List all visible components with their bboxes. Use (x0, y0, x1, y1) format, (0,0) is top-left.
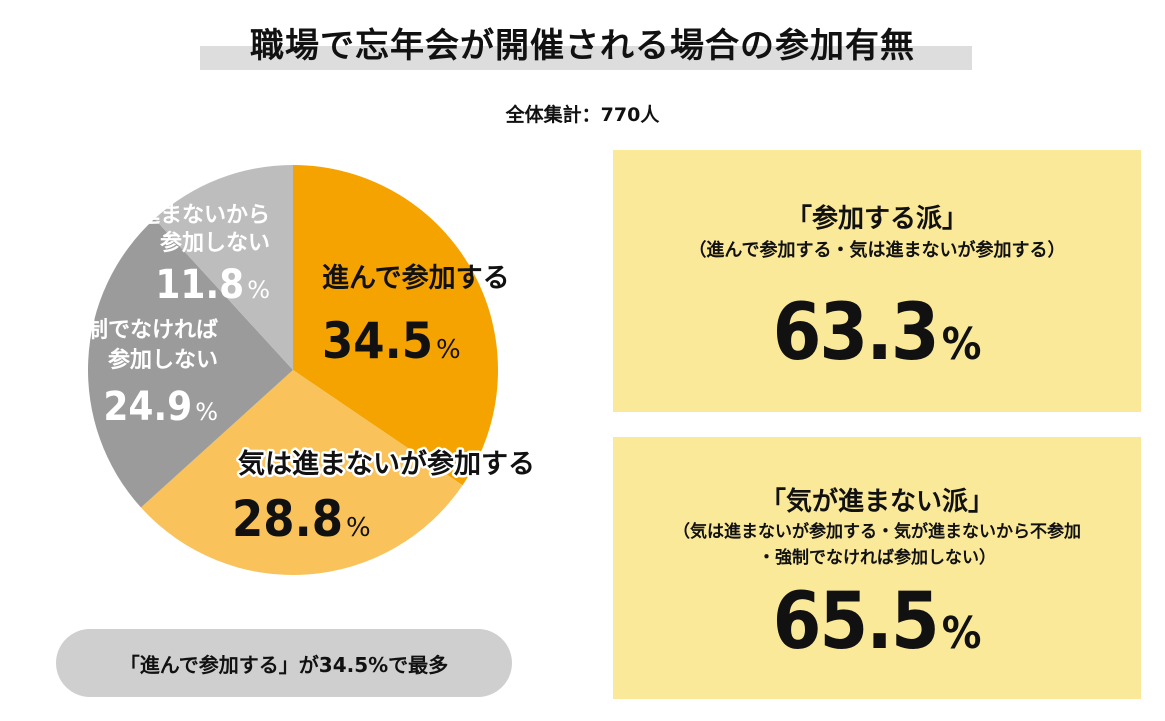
title-highlight-band (200, 46, 972, 70)
slice-label: 参加しない (108, 347, 218, 373)
box-note-line: （進んで参加する・気は進まないが参加する） (688, 240, 1066, 261)
box-value-number: 63.3 (772, 288, 940, 378)
box-value-unit: % (941, 319, 982, 370)
slice-value-number: 24.9 (103, 384, 192, 430)
slice-value-unit: % (346, 513, 371, 543)
box-value: 63.3% (613, 288, 1141, 378)
slice-value-label: 11.8% (155, 262, 270, 308)
slice-value-label: 34.5% (322, 312, 461, 370)
box-value-unit: % (941, 608, 982, 659)
chart-title: 職場で忘年会が開催される場合の参加有無 (250, 26, 915, 66)
slice-label: 参加しない (160, 230, 270, 256)
box-heading: 「気が進まない派」 (759, 487, 994, 517)
summary-pill: 「進んで参加する」が34.5%で最多 (56, 629, 512, 697)
slice-value-unit: % (247, 276, 270, 304)
slice-value-unit: % (195, 398, 218, 426)
box-value: 65.5% (613, 577, 1141, 667)
slice-label: 気が進まないから (94, 202, 270, 228)
pie-slice (154, 165, 293, 370)
summary-box-reluctant: 「気が進まない派」 （気は進まないが参加する・気が進まないから不参加 ・強制でな… (613, 437, 1141, 699)
box-note-line: （気は進まないが参加する・気が進まないから不参加 (673, 522, 1081, 542)
slice-value-label: 24.9% (103, 384, 218, 430)
slice-value-number: 11.8 (155, 262, 244, 308)
slice-value-label: 28.8% (232, 490, 371, 548)
summary-box-attend: 「参加する派」 （進んで参加する・気は進まないが参加する） 63.3% (613, 150, 1141, 412)
slice-label: 気は進まないが参加する (238, 448, 535, 480)
box-heading: 「参加する派」 (785, 204, 968, 234)
pie-slice (88, 218, 293, 508)
slice-label: 進んで参加する (322, 262, 510, 294)
slice-value-number: 28.8 (232, 490, 343, 548)
chart-subtitle: 全体集計：770人 (505, 104, 660, 126)
box-value-number: 65.5 (772, 577, 940, 667)
pie-slice (293, 165, 498, 486)
pie-slice (140, 370, 463, 575)
slice-value-unit: % (436, 335, 461, 365)
slice-label: 強制でなければ (64, 317, 218, 343)
slice-value-number: 34.5 (322, 312, 433, 370)
box-note-line: ・強制でなければ参加しない） (758, 548, 996, 568)
